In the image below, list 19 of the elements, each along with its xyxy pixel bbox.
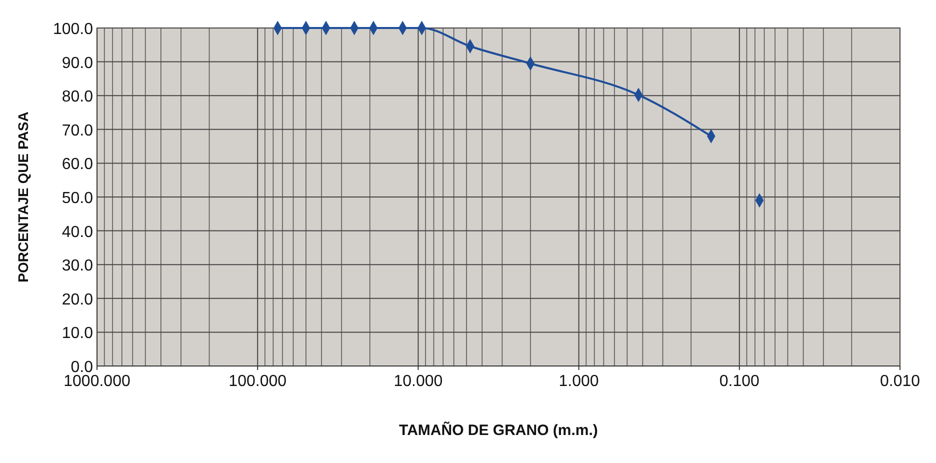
x-tick-label: 0.100 bbox=[719, 373, 760, 390]
y-axis-title: PORCENTAJE QUE PASA bbox=[15, 112, 31, 282]
x-tick-label: 1000.000 bbox=[64, 373, 130, 390]
x-tick-label: 10.000 bbox=[394, 373, 443, 390]
y-tick-label: 30.0 bbox=[62, 258, 94, 275]
y-tick-label: 100.0 bbox=[52, 21, 94, 38]
y-tick-label: 70.0 bbox=[62, 122, 94, 140]
y-tick-label: 40.0 bbox=[62, 224, 94, 241]
y-tick-label: 10.0 bbox=[62, 325, 94, 342]
x-tick-label: 1.000 bbox=[558, 373, 599, 390]
y-tick-label: 0.0 bbox=[70, 359, 94, 376]
y-tick-label: 50.0 bbox=[62, 190, 94, 207]
y-tick-label: 60.0 bbox=[62, 156, 94, 174]
y-tick-label: 20.0 bbox=[62, 291, 94, 308]
x-axis-title: TAMAÑO DE GRANO (m.m.) bbox=[399, 421, 598, 439]
x-tick-label: 100.000 bbox=[228, 373, 287, 390]
y-tick-label: 90.0 bbox=[62, 54, 94, 72]
y-tick-label: 80.0 bbox=[62, 88, 94, 106]
x-tick-label: 0.010 bbox=[880, 373, 920, 390]
